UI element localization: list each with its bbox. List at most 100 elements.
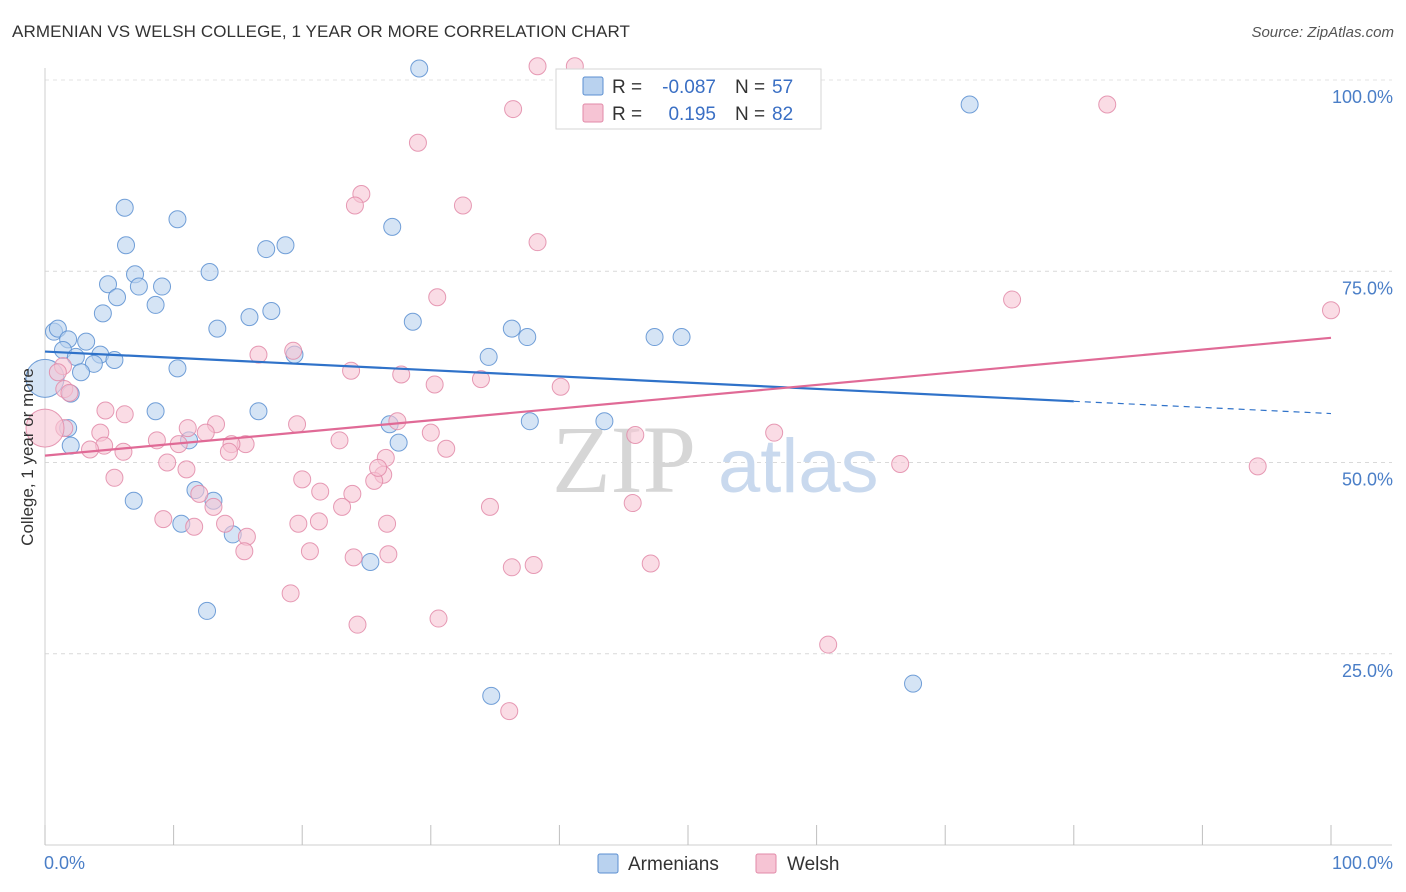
welsh-point [429,609,448,628]
legend-r-label-welsh: R = [612,104,642,125]
welsh-point [348,615,367,634]
welsh-point [300,542,319,561]
armenian-point [146,402,165,421]
welsh-point [504,100,523,119]
y-tick-label-25: 25.0% [1342,661,1393,681]
armenian-trend-line [44,350,1074,403]
armenian-point [168,210,187,229]
welsh-point [288,415,307,434]
welsh-point [1098,95,1117,114]
welsh-point [185,517,204,536]
welsh-point [216,514,235,533]
armenian-point [200,263,219,282]
bottom-legend-swatch-welsh [755,853,777,874]
armenian-point [645,328,664,347]
armenian-point [249,402,268,421]
welsh-point [524,556,543,575]
welsh-point [437,439,456,458]
armenian-point [208,319,227,338]
armenian-point [117,236,136,255]
armenian-point [198,601,217,620]
welsh-point [1003,290,1022,309]
welsh-point [765,423,784,442]
welsh-point [641,554,660,573]
armenian-trend-extension [1073,400,1332,415]
welsh-point [48,363,67,382]
welsh-trend-line [44,336,1332,457]
y-tick-label-100: 100.0% [1332,87,1393,107]
welsh-point [1248,457,1267,476]
watermark: ZIP atlas [552,406,879,513]
armenian-point [124,491,143,510]
welsh-point [330,431,349,450]
welsh-point [115,405,134,424]
welsh-point [25,408,65,448]
trend-layer [44,336,1332,457]
legend-r-label-armenians: R = [612,77,642,98]
welsh-point [500,702,519,721]
armenian-point [482,686,501,705]
axis-layer: 25.0% 50.0% 75.0% 100.0% [44,68,1393,846]
armenian-point [93,304,112,323]
welsh-point [1322,301,1340,320]
armenian-point [520,412,539,431]
welsh-point [528,57,547,76]
welsh-point [369,458,388,477]
armenian-point [257,240,276,259]
welsh-point [311,482,330,501]
welsh-point [196,423,215,442]
legend-r-value-welsh: 0.195 [668,104,716,125]
chart-title: ARMENIAN VS WELSH COLLEGE, 1 YEAR OR MOR… [12,22,631,41]
welsh-point [623,494,642,513]
armenian-point [383,217,402,236]
x-tick-label-right: 100.0% [1332,853,1393,873]
armenian-point [672,328,691,347]
welsh-point [453,196,472,215]
armenian-point [410,59,429,78]
legend-n-value-welsh: 82 [772,104,793,125]
welsh-point [114,442,133,461]
legend-r-value-armenians: -0.087 [662,77,716,98]
y-axis-title: College, 1 year or more [18,368,37,546]
welsh-point [81,440,100,459]
welsh-point [891,455,910,474]
armenian-point [99,275,118,294]
welsh-point [471,370,490,389]
welsh-point [204,497,223,516]
welsh-point [235,542,254,561]
series-legend: Armenians Welsh [597,853,839,875]
legend-n-label-welsh: N = [735,104,765,125]
points-layer [25,57,1340,721]
welsh-point [819,635,838,654]
welsh-point [392,365,411,384]
armenian-point [72,363,91,382]
legend-swatch-welsh [582,103,604,123]
welsh-point [105,468,124,487]
welsh-point [626,425,645,444]
welsh-point [379,545,398,564]
welsh-point [502,558,521,577]
y-tick-label-50: 50.0% [1342,470,1393,490]
armenian-point [240,308,259,327]
legend-swatch-armenians [582,76,604,96]
welsh-point [190,484,209,503]
welsh-point [249,345,268,364]
x-tick-label-left: 0.0% [44,853,85,873]
watermark-atlas: atlas [718,424,879,509]
armenian-point [84,354,103,373]
stats-legend: R = -0.087 N = 57 R = 0.195 N = 82 [555,68,822,130]
welsh-point [421,423,440,442]
armenian-point [479,347,498,366]
welsh-point [344,548,363,567]
bottom-legend-armenians: Armenians [628,854,719,875]
welsh-point [219,442,238,461]
armenian-point [276,236,295,255]
welsh-point [281,584,300,603]
welsh-point [528,233,547,252]
watermark-zip: ZIP [552,406,696,513]
welsh-point [378,514,397,533]
welsh-point [96,401,115,420]
welsh-point [309,512,328,531]
welsh-point [551,377,570,396]
